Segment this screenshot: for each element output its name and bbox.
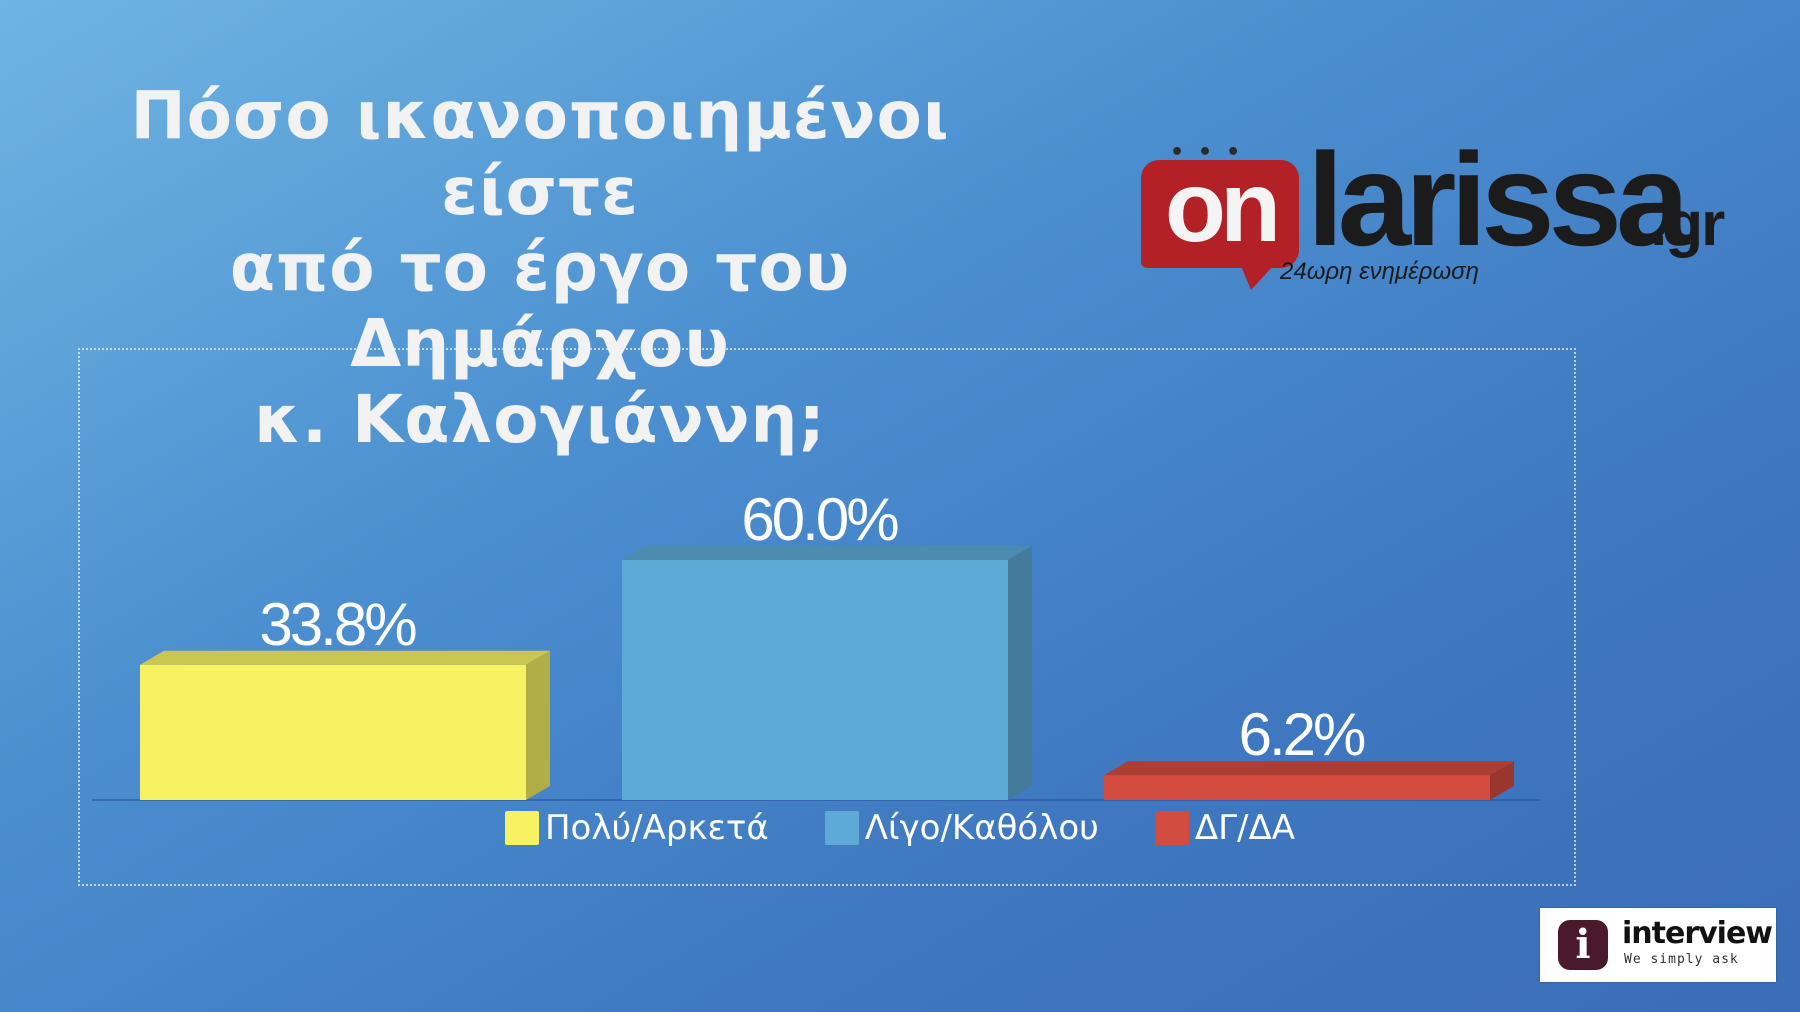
legend-swatch — [504, 811, 539, 845]
legend-item: ΔΓ/ΔΑ — [1154, 808, 1295, 848]
bar-front-face — [1104, 775, 1490, 800]
legend-swatch — [1154, 811, 1189, 845]
bar-side-face — [526, 650, 550, 800]
bar-side-face — [1490, 761, 1514, 800]
logo-gr-text: .gr — [1650, 190, 1725, 259]
bar-3 — [1104, 761, 1514, 800]
title-line-2: από το έργο του Δημάρχου — [229, 229, 851, 382]
interview-logo: i interview We simply ask — [1540, 908, 1776, 982]
bar-top-face — [622, 546, 1032, 560]
data-label: 6.2% — [1239, 701, 1365, 768]
logo-on-text: on — [1164, 151, 1281, 263]
data-label: 33.8% — [259, 591, 416, 658]
bar-front-face — [140, 664, 526, 800]
bar-side-face — [1008, 546, 1032, 800]
bar-top-face — [140, 650, 550, 665]
data-label: 60.0% — [741, 486, 898, 553]
speech-bubble-icon — [1141, 160, 1299, 290]
chart-frame — [78, 348, 1576, 886]
legend-label: ΔΓ/ΔΑ — [1194, 808, 1295, 848]
legend-swatch — [824, 811, 859, 845]
legend-item: Πολύ/Αρκετά — [504, 808, 769, 848]
logo-tagline: 24ωρη ενημέρωση — [1280, 258, 1479, 285]
chart-title: Πόσο ικανοποιημένοι είστε από το έργο το… — [40, 78, 1040, 458]
title-line-1: Πόσο ικανοποιημένοι είστε — [130, 77, 950, 230]
legend-label: Πολύ/Αρκετά — [544, 808, 769, 848]
bar-2 — [622, 546, 1032, 800]
interview-name: interview — [1622, 916, 1773, 951]
onlarissa-logo: ••• on larissa .gr 24ωρη ενημέρωση — [1135, 130, 1735, 290]
bar-1 — [140, 650, 550, 800]
bar-top-face — [1104, 761, 1514, 776]
legend-label: Λίγο/Καθόλου — [864, 808, 1099, 848]
bar-front-face — [622, 560, 1008, 800]
chart-legend: Πολύ/Αρκετά Λίγο/Καθόλου ΔΓ/ΔΑ — [0, 808, 1800, 848]
interview-slogan: We simply ask — [1624, 952, 1739, 967]
legend-item: Λίγο/Καθόλου — [824, 808, 1099, 848]
title-line-3: κ. Καλογιάννη; — [254, 381, 826, 458]
logo-larissa-text: larissa — [1307, 126, 1689, 273]
info-icon: i — [1558, 920, 1608, 970]
